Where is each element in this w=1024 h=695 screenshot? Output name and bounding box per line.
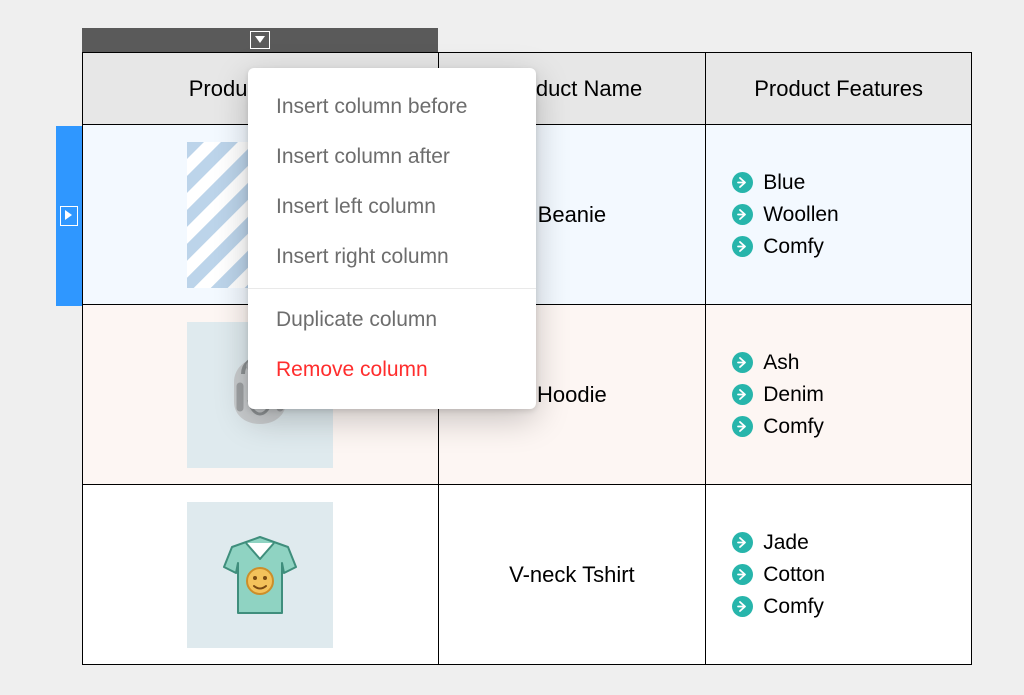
feature-item: Comfy xyxy=(732,231,971,263)
chevron-right-icon xyxy=(65,207,73,225)
column-header-features[interactable]: Product Features xyxy=(706,53,972,125)
feature-list: Jade Cotton xyxy=(732,527,971,623)
table-row[interactable]: V-neck Tshirt Jade xyxy=(83,485,972,665)
feature-item: Blue xyxy=(732,167,971,199)
product-name: V-neck Tshirt xyxy=(439,562,706,588)
feature-item: Woollen xyxy=(732,199,971,231)
menu-insert-left-column[interactable]: Insert left column xyxy=(248,182,536,232)
features-cell: Ash Denim xyxy=(706,347,971,443)
arrow-right-circle-icon xyxy=(732,204,753,225)
arrow-right-circle-icon xyxy=(732,416,753,437)
feature-label: Comfy xyxy=(763,231,824,263)
image-cell[interactable] xyxy=(83,485,438,664)
feature-list: Ash Denim xyxy=(732,347,971,443)
features-cell: Jade Cotton xyxy=(706,527,971,623)
arrow-right-circle-icon xyxy=(732,532,753,553)
feature-label: Cotton xyxy=(763,559,825,591)
feature-label: Ash xyxy=(763,347,799,379)
feature-label: Comfy xyxy=(763,591,824,623)
row-menu-toggle[interactable] xyxy=(60,206,78,226)
column-selection-bar[interactable] xyxy=(82,28,438,52)
feature-item: Denim xyxy=(732,379,971,411)
column-menu-toggle[interactable] xyxy=(250,31,270,49)
feature-label: Blue xyxy=(763,167,805,199)
arrow-right-circle-icon xyxy=(732,384,753,405)
feature-label: Comfy xyxy=(763,411,824,443)
feature-label: Woollen xyxy=(763,199,839,231)
chevron-down-icon xyxy=(255,36,265,44)
arrow-right-circle-icon xyxy=(732,352,753,373)
features-cell: Blue Woollen xyxy=(706,167,971,263)
feature-item: Ash xyxy=(732,347,971,379)
menu-separator xyxy=(248,288,536,289)
arrow-right-circle-icon xyxy=(732,564,753,585)
arrow-right-circle-icon xyxy=(732,596,753,617)
menu-insert-column-after[interactable]: Insert column after xyxy=(248,132,536,182)
arrow-right-circle-icon xyxy=(732,236,753,257)
row-selection-bar[interactable] xyxy=(56,126,82,306)
menu-duplicate-column[interactable]: Duplicate column xyxy=(248,295,536,345)
feature-label: Jade xyxy=(763,527,809,559)
feature-item: Jade xyxy=(732,527,971,559)
feature-list: Blue Woollen xyxy=(732,167,971,263)
feature-item: Comfy xyxy=(732,591,971,623)
menu-insert-column-before[interactable]: Insert column before xyxy=(248,82,536,132)
menu-insert-right-column[interactable]: Insert right column xyxy=(248,232,536,282)
product-thumbnail xyxy=(187,502,333,648)
arrow-right-circle-icon xyxy=(732,172,753,193)
feature-label: Denim xyxy=(763,379,824,411)
column-context-menu: Insert column before Insert column after… xyxy=(248,68,536,409)
feature-item: Cotton xyxy=(732,559,971,591)
feature-item: Comfy xyxy=(732,411,971,443)
menu-remove-column[interactable]: Remove column xyxy=(248,345,536,395)
editor-stage: Product Image Product Name Product Featu… xyxy=(0,0,1024,695)
